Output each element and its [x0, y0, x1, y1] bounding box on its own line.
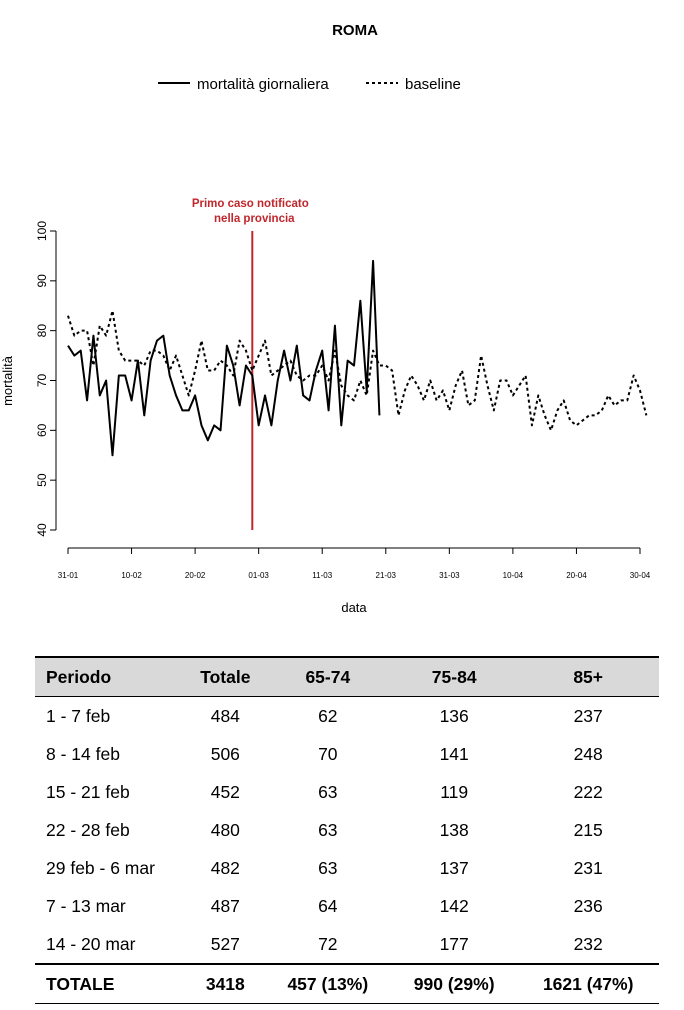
table-row: 8 - 14 feb 506 70 141 248: [35, 735, 659, 773]
table-row: 1 - 7 feb 484 62 136 237: [35, 697, 659, 736]
cell-75-84: 142: [439, 895, 469, 916]
table-total-row: TOTALE 3418 457 (13%) 990 (29%) 1621 (47…: [35, 963, 659, 1004]
x-tick-label: 20-02: [185, 571, 206, 580]
table-row: 14 - 20 mar 527 72 177 232: [35, 925, 659, 964]
cell-periodo: 7 - 13 mar: [46, 895, 126, 916]
cell-85plus: 215: [573, 819, 603, 840]
cell-totale: 484: [210, 705, 240, 726]
cell-85plus: 232: [573, 933, 603, 954]
legend-label-daily: mortalità giornaliera: [197, 76, 329, 93]
first-case-annotation: Primo caso notificato nella provincia: [192, 198, 309, 530]
header-totale: Totale: [186, 656, 265, 697]
cell-periodo: 15 - 21 feb: [46, 781, 130, 802]
x-tick-label: 01-03: [248, 571, 269, 580]
cell-75-84: 119: [440, 781, 469, 802]
cell-65-74: 63: [318, 819, 338, 840]
x-tick-label: 21-03: [376, 571, 397, 580]
cell-75-84: 177: [439, 933, 469, 954]
table-row: 22 - 28 feb 480 63 138 215: [35, 811, 659, 849]
cell-85plus: 248: [573, 743, 603, 764]
cell-periodo: 14 - 20 mar: [46, 933, 136, 954]
total-totale: 3418: [186, 963, 265, 1004]
series-line-mortalita-giornaliera: [67, 259, 381, 457]
cell-85plus: 222: [573, 781, 603, 802]
chart-title: ROMA: [332, 22, 378, 39]
y-tick-label: 100: [35, 221, 49, 241]
first-case-annotation-line-2: nella provincia: [214, 213, 295, 225]
cell-65-74: 63: [318, 781, 338, 802]
y-tick-label: 40: [35, 523, 49, 537]
y-axis-label: mortalità: [0, 355, 15, 406]
cell-periodo: 8 - 14 feb: [46, 743, 120, 764]
cell-65-74: 63: [318, 857, 338, 878]
x-axis: 31-01 10-02 20-02 01-03 11-03 21-03 31-03 10-04…: [58, 547, 651, 580]
cell-periodo: 29 feb - 6 mar: [46, 857, 155, 878]
x-tick-label: 10-04: [503, 571, 524, 580]
mortality-table: Periodo Totale 65-74 75-84 85+ 1 - 7 feb…: [35, 656, 659, 1004]
y-tick-label: 80: [35, 324, 49, 338]
cell-periodo: 1 - 7 feb: [46, 705, 111, 726]
chart-legend: mortalità giornaliera baseline: [158, 76, 461, 93]
cell-75-84: 141: [439, 743, 469, 764]
cell-totale: 527: [210, 933, 240, 954]
table-row: 15 - 21 feb 452 63 119 222: [35, 773, 659, 811]
x-tick-label: 10-02: [121, 571, 142, 580]
cell-75-84: 137: [439, 857, 469, 878]
cell-totale: 452: [210, 781, 240, 802]
mortality-line-chart: ROMA mortalità giornaliera baseline 40 50…: [0, 22, 651, 615]
table-row: 7 - 13 mar 487 64 142 236: [35, 887, 659, 925]
x-tick-label: 20-04: [566, 571, 587, 580]
cell-totale: 482: [210, 857, 240, 878]
total-85plus: 1621 (47%): [517, 963, 659, 1004]
header-85plus: 85+: [517, 656, 659, 697]
table-row: 29 feb - 6 mar 482 63 137 231: [35, 849, 659, 887]
cell-65-74: 64: [318, 895, 338, 916]
first-case-annotation-line-1: Primo caso notificato: [192, 198, 309, 210]
cell-periodo: 22 - 28 feb: [46, 819, 130, 840]
header-75-84: 75-84: [391, 656, 518, 697]
total-75-84: 990 (29%): [391, 963, 518, 1004]
y-tick-label: 60: [35, 423, 49, 437]
cell-totale: 480: [210, 819, 240, 840]
y-tick-label: 90: [35, 274, 49, 288]
cell-totale: 506: [210, 743, 240, 764]
header-65-74: 65-74: [264, 656, 391, 697]
y-tick-label: 50: [35, 473, 49, 487]
cell-85plus: 236: [573, 895, 603, 916]
cell-85plus: 237: [573, 705, 603, 726]
x-tick-label: 11-03: [312, 571, 332, 580]
x-tick-label: 31-03: [439, 571, 460, 580]
x-tick-label: 30-04: [630, 571, 651, 580]
cell-65-74: 70: [318, 743, 338, 764]
x-axis-label: data: [341, 600, 367, 615]
series-line-baseline: [67, 309, 648, 432]
y-tick-label: 70: [35, 374, 49, 388]
cell-85plus: 231: [573, 857, 603, 878]
total-65-74: 457 (13%): [264, 963, 391, 1004]
cell-totale: 487: [210, 895, 240, 916]
y-axis: 40 50 60 70 80 90 100: [35, 221, 57, 537]
legend-label-baseline: baseline: [405, 76, 461, 93]
cell-75-84: 138: [439, 819, 469, 840]
header-periodo: Periodo: [35, 656, 186, 697]
x-tick-label: 31-01: [58, 571, 79, 580]
cell-65-74: 62: [318, 705, 338, 726]
table-header-row: Periodo Totale 65-74 75-84 85+: [35, 656, 659, 697]
cell-65-74: 72: [318, 933, 338, 954]
cell-75-84: 136: [439, 705, 469, 726]
total-label: TOTALE: [35, 963, 186, 1004]
